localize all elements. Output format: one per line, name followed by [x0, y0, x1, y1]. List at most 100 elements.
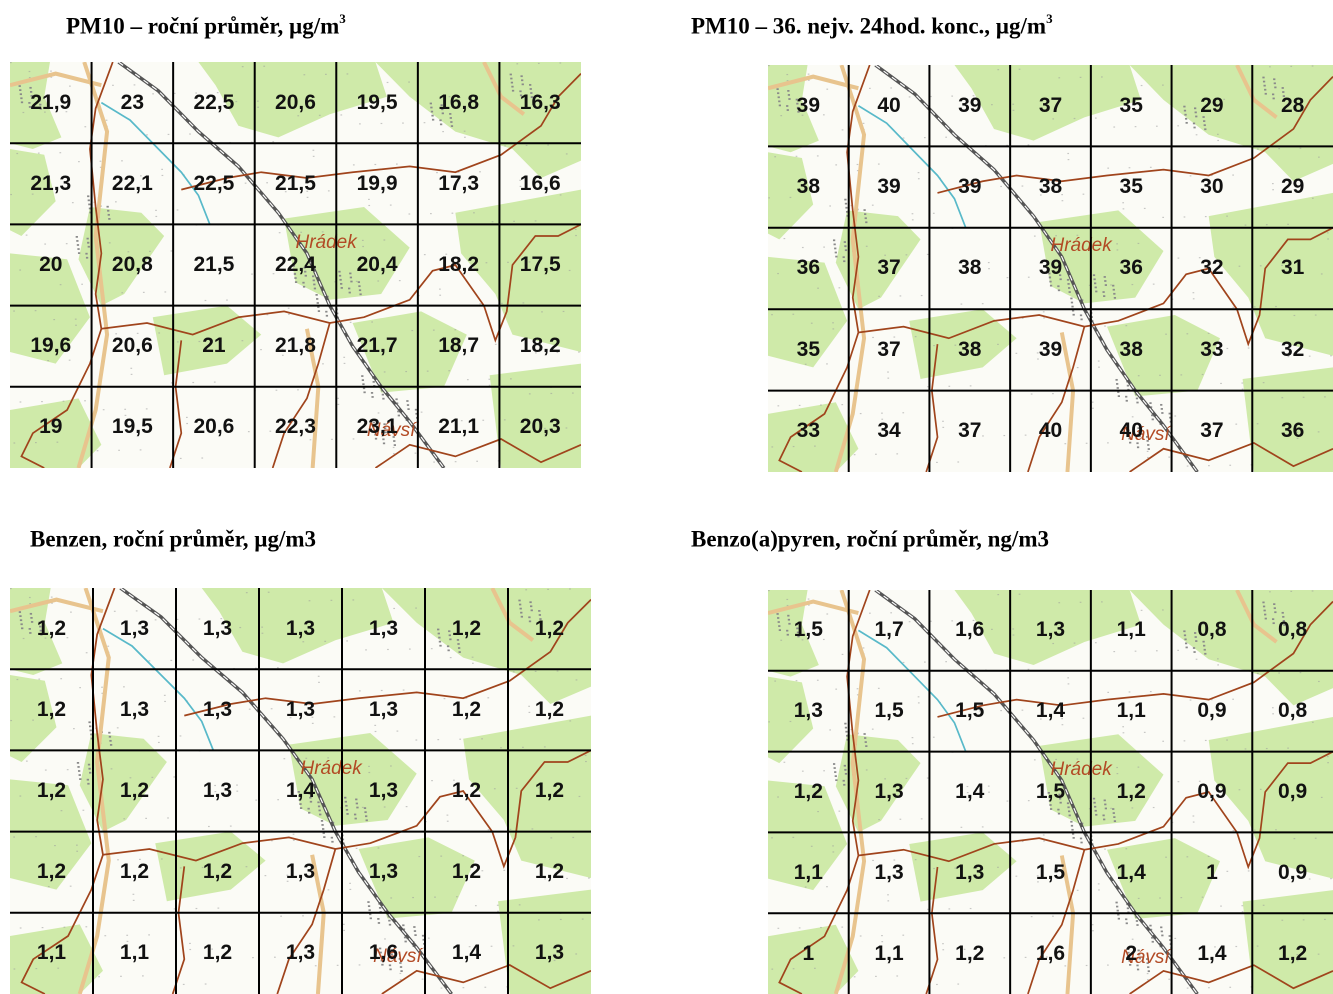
- building: [89, 211, 92, 214]
- settlement-speck: [512, 671, 515, 673]
- building: [292, 265, 295, 267]
- building: [297, 791, 300, 793]
- settlement-speck: [1311, 197, 1314, 199]
- settlement-speck: [142, 975, 144, 977]
- settlement-speck: [365, 649, 367, 651]
- grid-cell-value: 39: [1038, 337, 1063, 361]
- settlement-speck: [13, 968, 16, 970]
- grid-cell-value: 28: [1280, 93, 1305, 117]
- settlement-speck: [459, 738, 462, 740]
- settlement-speck: [1320, 796, 1323, 799]
- settlement-speck: [1177, 125, 1179, 127]
- building: [1147, 966, 1150, 969]
- settlement-speck: [19, 795, 22, 797]
- building: [1125, 918, 1128, 921]
- settlement-speck: [434, 896, 436, 898]
- grid-lines: [10, 588, 591, 994]
- settlement-speck: [487, 697, 490, 699]
- settlement-speck: [1037, 358, 1039, 360]
- settlement-speck: [226, 299, 228, 301]
- building: [384, 427, 387, 430]
- settlement-speck: [917, 172, 920, 174]
- settlement-speck: [179, 867, 182, 869]
- settlement-speck: [418, 855, 421, 858]
- settlement-speck: [155, 215, 158, 218]
- settlement-speck: [270, 708, 273, 710]
- building: [107, 209, 110, 212]
- building: [106, 205, 109, 208]
- settlement-speck: [515, 787, 518, 789]
- settlement-speck: [331, 438, 333, 440]
- settlement-speck: [117, 859, 119, 861]
- forest-area: [1107, 315, 1220, 397]
- settlement-speck: [173, 908, 176, 910]
- forest-area: [954, 590, 1141, 666]
- settlement-speck: [881, 941, 884, 943]
- forest-area: [1242, 367, 1333, 472]
- settlement-speck: [872, 859, 874, 862]
- settlement-speck: [829, 729, 831, 731]
- settlement-speck: [448, 370, 451, 372]
- grid-cell-value: 20: [39, 252, 63, 276]
- building: [777, 617, 780, 619]
- building: [1049, 808, 1053, 810]
- settlement-speck: [161, 174, 164, 177]
- settlement-speck: [1128, 691, 1131, 693]
- settlement-speck: [1094, 642, 1097, 644]
- settlement-speck: [465, 697, 468, 699]
- building: [1116, 383, 1119, 385]
- boundary-line: [271, 322, 331, 468]
- building: [362, 387, 366, 390]
- map-benzo-a-pyrene: Hrádek Návsí 1,5 1,7 1,6 1,3 1,1 0,8 0,8 1,3 1,5 1,…: [768, 590, 1333, 994]
- grid-cell-value: 18,2: [519, 334, 561, 358]
- grid-cell-value: 1: [802, 941, 815, 965]
- settlement-speck: [832, 328, 835, 330]
- settlement-speck: [1177, 649, 1179, 651]
- building: [832, 239, 836, 242]
- settlement-speck: [1003, 434, 1006, 437]
- building: [392, 436, 395, 438]
- building: [364, 811, 367, 814]
- settlement-speck: [37, 152, 40, 154]
- settlement-speck: [149, 250, 151, 252]
- settlement-speck: [568, 269, 571, 272]
- building: [298, 795, 301, 797]
- settlement-speck: [981, 303, 984, 305]
- building: [449, 113, 452, 115]
- settlement-speck: [822, 114, 825, 116]
- settlement-speck: [774, 680, 777, 682]
- building: [30, 617, 33, 619]
- building: [865, 221, 868, 224]
- settlement-speck: [113, 610, 116, 612]
- settlement-speck: [214, 791, 217, 793]
- building: [1263, 84, 1266, 87]
- settlement-speck: [1183, 740, 1186, 742]
- building: [1115, 378, 1118, 381]
- building: [317, 801, 320, 804]
- building: [431, 118, 435, 121]
- settlement-speck: [76, 850, 79, 852]
- settlement-speck: [463, 130, 466, 132]
- settlement-speck: [311, 722, 314, 724]
- settlement-speck: [448, 96, 451, 98]
- building: [1149, 928, 1153, 931]
- settlement-speck: [51, 602, 53, 604]
- settlement-speck: [1101, 601, 1103, 603]
- settlement-speck: [98, 976, 100, 978]
- building: [388, 919, 391, 922]
- settlement-speck: [476, 460, 478, 462]
- settlement-speck: [374, 163, 377, 166]
- settlement-speck: [1162, 84, 1164, 86]
- building: [1070, 820, 1073, 823]
- settlement-speck: [951, 620, 954, 622]
- settlement-speck: [488, 384, 491, 386]
- settlement-speck: [814, 445, 816, 447]
- settlement-speck: [223, 866, 226, 868]
- building: [87, 195, 90, 198]
- forest-area: [1129, 590, 1333, 706]
- settlement-speck: [245, 592, 248, 594]
- settlement-speck: [969, 385, 972, 387]
- forest-area: [768, 402, 859, 472]
- settlement-speck: [343, 362, 346, 365]
- building: [1047, 792, 1050, 794]
